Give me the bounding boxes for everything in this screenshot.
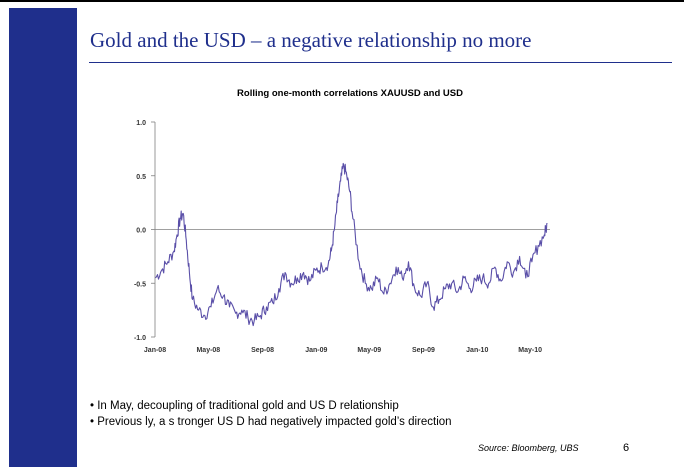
left-margin-rule: [0, 0, 9, 2]
y-axis-ticks: 1.0 0.5 0.0 -0.5 -1.0: [134, 120, 155, 342]
x-tick-label: May-08: [196, 347, 220, 354]
top-rule: [0, 0, 684, 2]
slide-title: Gold and the USD – a negative relationsh…: [90, 28, 532, 52]
x-tick-label: Sep-09: [412, 347, 435, 354]
x-tick-label: Jan-09: [305, 347, 327, 354]
chart-title: Rolling one-month correlations XAUUSD an…: [237, 88, 463, 99]
x-tick-label: May-09: [357, 347, 381, 354]
chart-axes: [154, 122, 550, 337]
left-accent-bar: [0, 8, 77, 467]
title-underline: [89, 62, 672, 63]
left-margin: [0, 0, 9, 467]
correlation-series-line: [154, 162, 548, 327]
page-number: 6: [623, 442, 630, 454]
source-note: Source: Bloomberg, UBS: [478, 443, 579, 453]
y-tick-label: 0.5: [136, 174, 146, 181]
x-tick-label: May-10: [518, 347, 542, 354]
correlation-chart: Rolling one-month correlations XAUUSD an…: [134, 88, 550, 354]
y-tick-label: -1.0: [134, 335, 146, 342]
bullet-item: • Previous ly, a s tronger US D had nega…: [90, 416, 452, 428]
x-tick-label: Jan-10: [466, 347, 488, 354]
y-tick-label: 0.0: [136, 228, 146, 235]
x-tick-label: Sep-08: [251, 347, 274, 354]
y-tick-label: -0.5: [134, 281, 146, 288]
bullet-list: • In May, decoupling of traditional gold…: [90, 398, 452, 430]
x-axis-ticks: Jan-08 May-08 Sep-08 Jan-09 May-09 Sep-09 Jan-…: [144, 347, 542, 354]
x-tick-label: Jan-08: [144, 347, 166, 354]
y-tick-label: 1.0: [136, 120, 146, 127]
bullet-item: • In May, decoupling of traditional gold…: [90, 400, 399, 412]
